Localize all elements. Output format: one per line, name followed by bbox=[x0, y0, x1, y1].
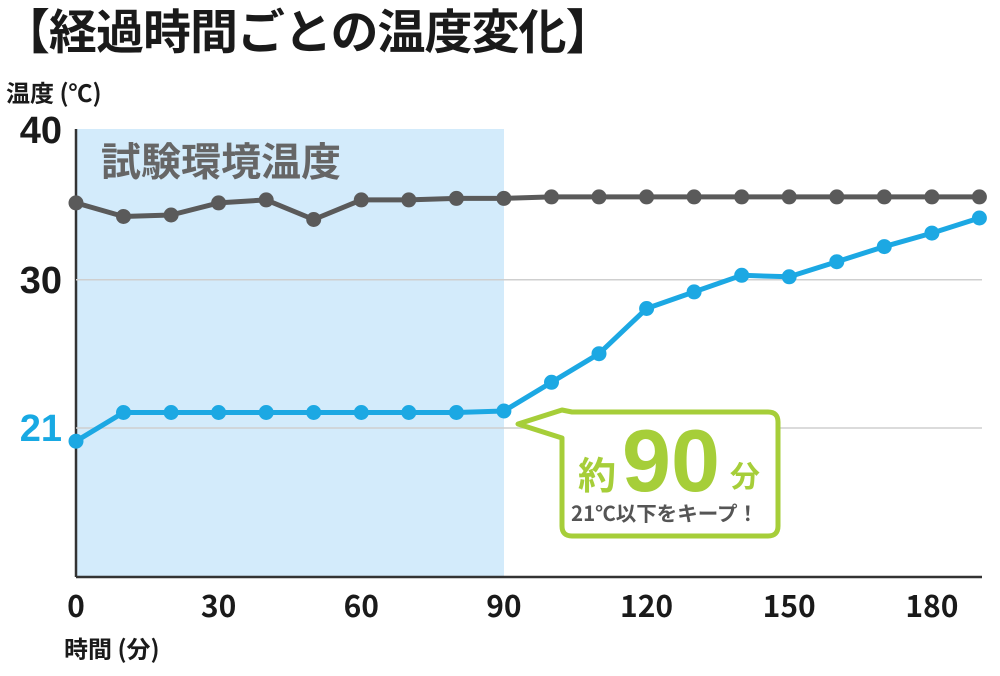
svg-text:0: 0 bbox=[67, 582, 85, 626]
svg-text:分: 分 bbox=[730, 452, 760, 496]
svg-text:約: 約 bbox=[578, 445, 616, 500]
svg-text:60: 60 bbox=[344, 582, 379, 626]
svg-text:21℃以下をキープ！: 21℃以下をキープ！ bbox=[571, 497, 758, 527]
svg-text:180: 180 bbox=[905, 582, 958, 626]
svg-text:21: 21 bbox=[20, 408, 62, 450]
svg-text:150: 150 bbox=[763, 582, 816, 626]
svg-text:90: 90 bbox=[622, 411, 720, 510]
svg-text:40: 40 bbox=[20, 110, 62, 152]
svg-text:120: 120 bbox=[620, 582, 673, 626]
svg-text:30: 30 bbox=[201, 582, 236, 626]
svg-text:30: 30 bbox=[20, 260, 62, 302]
svg-text:90: 90 bbox=[486, 582, 521, 626]
svg-text:試験環境温度: 試験環境温度 bbox=[101, 130, 341, 188]
